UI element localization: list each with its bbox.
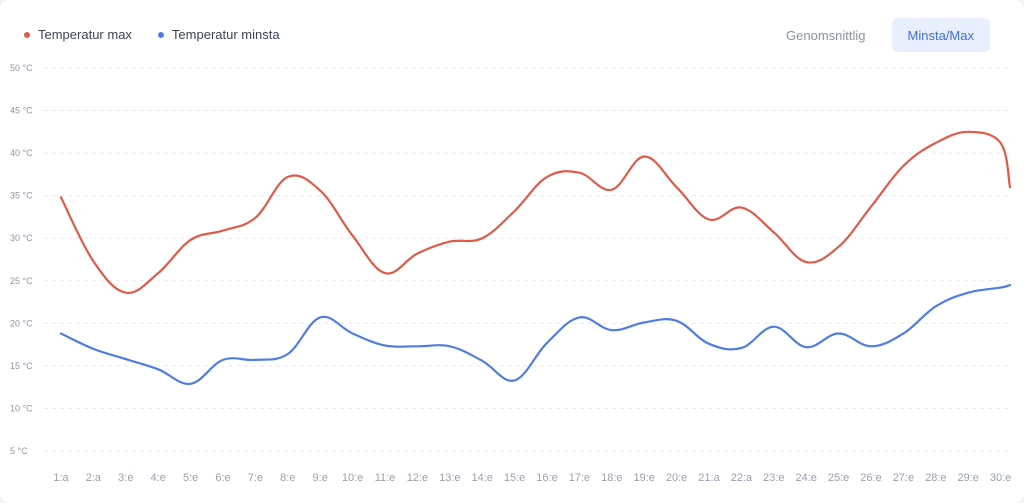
chart-legend: Temperatur max Temperatur minsta [24, 27, 280, 42]
x-tick-label: 13:e [439, 472, 460, 484]
x-tick-label: 23:e [763, 472, 784, 484]
series-line-temperatur-minsta [59, 283, 1012, 385]
y-tick-label: 15 °C [10, 361, 33, 371]
legend-dot-min [157, 31, 164, 38]
x-tick-label: 12:e [407, 472, 428, 484]
x-tick-label: 1:a [53, 472, 69, 484]
x-tick-label: 4:e [151, 472, 166, 484]
y-tick-label: 30 °C [10, 233, 33, 243]
x-tick-label: 8:e [280, 472, 295, 484]
y-tick-label: 10 °C [10, 403, 33, 413]
series-line-temperatur-max [59, 130, 1012, 294]
y-axis-ticks: 5 °C 10 °C 15 °C 20 °C 25 °C 30 °C 35 °C 40 °C 4… [10, 63, 33, 456]
y-tick-label: 50 °C [10, 63, 33, 73]
grid-lines [44, 67, 1009, 452]
x-tick-label: 11:e [375, 472, 396, 484]
x-tick-label: 17:e [569, 472, 590, 484]
x-tick-label: 21:a [698, 472, 720, 484]
y-tick-label: 35 °C [10, 191, 33, 201]
x-tick-label: 30:e [990, 472, 1011, 484]
view-toggle: Genomsnittlig Minsta/Max [770, 18, 990, 52]
x-tick-label: 26:e [860, 472, 881, 484]
x-tick-label: 25:e [828, 472, 849, 484]
x-axis-ticks: 1:a 2:a 3:e 4:e 5:e 6:e 7:e 8:e 9:e 10:e 11:e 12:e 1… [53, 472, 1011, 484]
x-tick-label: 20:e [666, 472, 687, 484]
x-tick-label: 27:e [893, 472, 914, 484]
x-tick-label: 18:e [601, 472, 622, 484]
minmax-toggle-button[interactable]: Minsta/Max [891, 18, 990, 52]
x-tick-label: 16:e [536, 472, 557, 484]
x-tick-label: 22:a [731, 472, 753, 484]
y-tick-label: 20 °C [10, 318, 33, 328]
x-tick-label: 9:e [313, 472, 328, 484]
y-tick-label: 45 °C [10, 106, 33, 116]
y-tick-label: 25 °C [10, 276, 33, 286]
legend-dot-max [24, 31, 30, 38]
y-tick-label: 40 °C [10, 148, 33, 158]
legend-label-max: Temperatur max [38, 27, 132, 42]
x-tick-label: 5:e [183, 472, 198, 484]
x-tick-label: 24:e [795, 472, 816, 484]
x-tick-label: 10:e [342, 472, 363, 484]
x-tick-label: 2:a [86, 472, 102, 484]
x-tick-label: 3:e [118, 472, 133, 484]
y-tick-label: 5 °C [10, 446, 28, 456]
legend-item-min[interactable]: Temperatur minsta [157, 27, 280, 42]
x-tick-label: 29:e [957, 472, 978, 484]
x-tick-label: 6:e [215, 472, 230, 484]
x-tick-label: 19:e [633, 472, 654, 484]
x-tick-label: 7:e [248, 472, 263, 484]
average-toggle-button[interactable]: Genomsnittlig [770, 18, 881, 52]
legend-label-min: Temperatur minsta [171, 27, 280, 42]
x-tick-label: 28:e [925, 472, 946, 484]
x-tick-label: 14:e [471, 472, 492, 484]
x-tick-label: 15:e [504, 472, 525, 484]
legend-item-max[interactable]: Temperatur max [24, 27, 132, 42]
